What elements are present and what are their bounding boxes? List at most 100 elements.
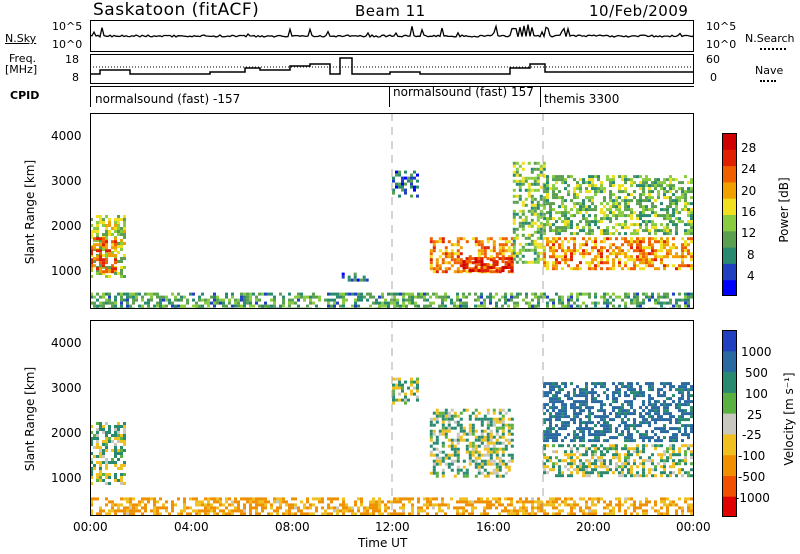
velocity-cell-r4 xyxy=(267,512,270,516)
velocity-cell-r4 xyxy=(363,506,366,510)
velocity-cell-r4 xyxy=(678,497,681,501)
power-cell-r5 xyxy=(657,255,660,259)
velocity-cell-r3 xyxy=(639,433,642,437)
velocity-cell-r4 xyxy=(369,512,372,516)
power-cell-r6 xyxy=(618,187,621,191)
power-cell-r7 xyxy=(108,301,111,305)
power-cell-r2 xyxy=(450,243,454,247)
velocity-cell-r4 xyxy=(468,512,471,516)
velocity-cell-r1 xyxy=(480,429,484,433)
power-cell-r3 xyxy=(480,260,484,264)
velocity-cell-r4 xyxy=(354,500,357,504)
velocity-cell-r1 xyxy=(435,417,439,421)
power-cell-r7 xyxy=(159,295,162,299)
power-cell-r2 xyxy=(498,243,502,247)
velocity-cell-r1 xyxy=(507,408,511,412)
power-cell-r7 xyxy=(354,301,357,305)
power-cell-r7 xyxy=(297,304,300,308)
power-cell-r5 xyxy=(681,237,684,241)
velocity-cell-r1 xyxy=(489,438,493,442)
power-cell-r2 xyxy=(450,264,454,268)
power-cell-r6 xyxy=(552,202,555,206)
power-cell-r6 xyxy=(603,211,606,215)
power-cell-r6 xyxy=(669,229,672,233)
power-cell-r6 xyxy=(573,196,576,200)
velocity-cell-r4 xyxy=(123,506,126,510)
velocity-cell-r3 xyxy=(654,433,657,437)
velocity-cell-r3 xyxy=(606,439,609,443)
velocity-cell-r4 xyxy=(522,509,525,513)
power-cell-r7 xyxy=(207,298,210,302)
power-cell-r5 xyxy=(597,264,600,268)
power-cell-r7 xyxy=(357,304,360,308)
power-cell-r6 xyxy=(546,178,549,182)
velocity-cell-r3 xyxy=(636,382,639,386)
velocity-cell-r3 xyxy=(684,430,687,434)
power-cell-r2 xyxy=(441,240,445,244)
velocity-cell-r2 xyxy=(579,444,582,448)
power-cell-r7 xyxy=(303,295,306,299)
power-cell-r6 xyxy=(618,223,621,227)
velocity-cell-r4 xyxy=(378,506,381,510)
velocity-cell-r5 xyxy=(416,398,419,402)
velocity-cell-r2 xyxy=(615,444,618,448)
power-cell-r8 xyxy=(401,176,404,180)
power-cell-r5 xyxy=(651,249,654,253)
power-cell-r9 xyxy=(341,272,345,276)
velocity-cell-r3 xyxy=(576,385,579,389)
power-cell-r1 xyxy=(96,255,99,259)
velocity-cell-r3 xyxy=(675,421,678,425)
velocity-cell-r3 xyxy=(585,415,588,419)
velocity-cell-r4 xyxy=(156,500,159,504)
power-cell-r6 xyxy=(675,223,678,227)
velocity-cell-r3 xyxy=(687,433,690,437)
power-cell-r6 xyxy=(588,226,591,230)
velocity-cell-r2 xyxy=(675,453,678,457)
power-cell-r6 xyxy=(597,175,600,179)
power-cell-r2 xyxy=(444,270,448,274)
power-cell-r4 xyxy=(539,194,543,198)
power-cell-r6 xyxy=(675,202,678,206)
velocity-cell-r3 xyxy=(549,418,552,422)
power-cell-r7 xyxy=(570,304,573,308)
power-cell-r3 xyxy=(489,266,493,270)
velocity-cell-r4 xyxy=(408,497,411,501)
velocity-cell-r4 xyxy=(252,500,255,504)
velocity-cell-r1 xyxy=(501,432,505,436)
velocity-cell-r4 xyxy=(258,512,261,516)
power-cell-r5 xyxy=(648,246,651,250)
velocity-cell-r1 xyxy=(468,444,472,448)
power-cell-r7 xyxy=(339,304,342,308)
velocity-cell-r3 xyxy=(645,421,648,425)
power-cell-r7 xyxy=(456,298,459,302)
velocity-cell-r1 xyxy=(453,420,457,424)
velocity-cell-r4 xyxy=(411,503,414,507)
power-cell-r5 xyxy=(621,237,624,241)
velocity-cell-r3 xyxy=(591,412,594,416)
power-cell-r7 xyxy=(627,295,630,299)
velocity-cell-r4 xyxy=(336,506,339,510)
velocity-cell-r4 xyxy=(393,509,396,513)
velocity-cell-r3 xyxy=(579,412,582,416)
velocity-cell-r4 xyxy=(261,509,264,513)
power-cell-r4 xyxy=(527,209,531,213)
velocity-cell-r4 xyxy=(309,503,312,507)
velocity-cell-r4 xyxy=(195,503,198,507)
velocity-cell-r1 xyxy=(459,438,463,442)
power-cell-r6 xyxy=(558,226,561,230)
velocity-cell-r4 xyxy=(636,506,639,510)
velocity-cell-r3 xyxy=(564,385,567,389)
velocity-cell-r3 xyxy=(591,394,594,398)
velocity-cell-r4 xyxy=(264,506,267,510)
velocity-cell-r3 xyxy=(567,421,570,425)
power-cell-r5 xyxy=(660,249,663,253)
velocity-cell-r4 xyxy=(459,512,462,516)
velocity-cell-r3 xyxy=(639,415,642,419)
power-cell-r5 xyxy=(621,252,624,256)
power-cell-r7 xyxy=(165,295,168,299)
colorbar-swatch xyxy=(722,198,737,215)
velocity-cell-r4 xyxy=(327,497,330,501)
velocity-cell-r1 xyxy=(480,459,484,463)
velocity-cell-r3 xyxy=(624,436,627,440)
velocity-cell-r3 xyxy=(555,436,558,440)
